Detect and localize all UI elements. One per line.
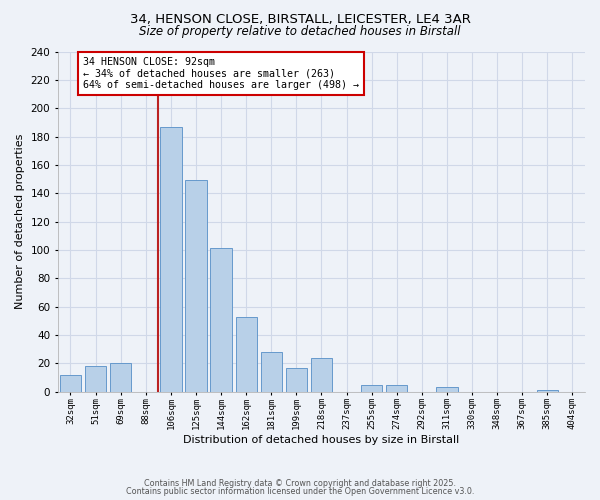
Bar	[286, 368, 307, 392]
Bar	[311, 358, 332, 392]
Bar	[386, 384, 407, 392]
Bar	[160, 126, 182, 392]
Text: 34, HENSON CLOSE, BIRSTALL, LEICESTER, LE4 3AR: 34, HENSON CLOSE, BIRSTALL, LEICESTER, L…	[130, 12, 470, 26]
Bar	[110, 364, 131, 392]
Bar	[60, 374, 81, 392]
Text: Size of property relative to detached houses in Birstall: Size of property relative to detached ho…	[139, 25, 461, 38]
Text: 34 HENSON CLOSE: 92sqm
← 34% of detached houses are smaller (263)
64% of semi-de: 34 HENSON CLOSE: 92sqm ← 34% of detached…	[83, 57, 359, 90]
Bar	[236, 316, 257, 392]
Bar	[361, 384, 382, 392]
Text: Contains public sector information licensed under the Open Government Licence v3: Contains public sector information licen…	[126, 487, 474, 496]
Text: Contains HM Land Registry data © Crown copyright and database right 2025.: Contains HM Land Registry data © Crown c…	[144, 478, 456, 488]
Bar	[185, 180, 206, 392]
Bar	[536, 390, 558, 392]
Bar	[436, 388, 458, 392]
X-axis label: Distribution of detached houses by size in Birstall: Distribution of detached houses by size …	[184, 435, 460, 445]
Bar	[260, 352, 282, 392]
Bar	[85, 366, 106, 392]
Bar	[211, 248, 232, 392]
Y-axis label: Number of detached properties: Number of detached properties	[15, 134, 25, 310]
